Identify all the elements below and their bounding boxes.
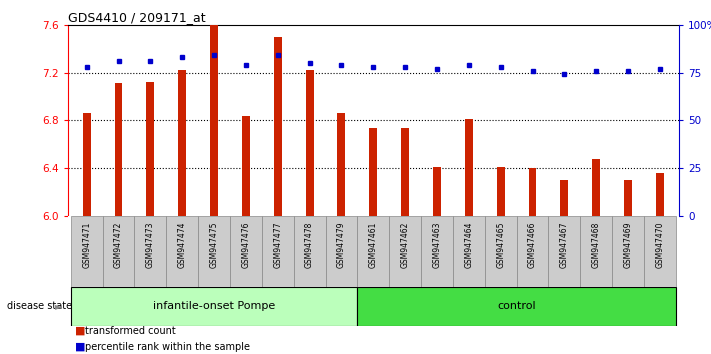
Text: GSM947472: GSM947472: [114, 222, 123, 268]
Bar: [70, 287, 358, 326]
Bar: [326, 216, 358, 287]
Bar: [210, 25, 218, 216]
Bar: [433, 167, 441, 216]
Text: GSM947475: GSM947475: [210, 222, 218, 268]
Text: GSM947476: GSM947476: [242, 222, 250, 268]
Bar: [358, 287, 676, 326]
Text: transformed count: transformed count: [85, 326, 176, 336]
Text: control: control: [497, 301, 536, 311]
Bar: [70, 216, 102, 287]
Text: GSM947477: GSM947477: [273, 222, 282, 268]
Bar: [497, 167, 505, 216]
Bar: [421, 216, 453, 287]
Bar: [465, 119, 473, 216]
Bar: [230, 216, 262, 287]
Bar: [528, 168, 537, 216]
Bar: [242, 115, 250, 216]
Bar: [389, 216, 421, 287]
Text: ►: ►: [55, 301, 63, 311]
Bar: [274, 37, 282, 216]
Text: infantile-onset Pompe: infantile-onset Pompe: [153, 301, 275, 311]
Text: GSM947468: GSM947468: [592, 222, 601, 268]
Text: GSM947479: GSM947479: [337, 222, 346, 268]
Bar: [178, 70, 186, 216]
Text: percentile rank within the sample: percentile rank within the sample: [85, 342, 250, 352]
Text: GSM947463: GSM947463: [432, 222, 442, 268]
Bar: [369, 127, 378, 216]
Bar: [485, 216, 517, 287]
Text: GSM947461: GSM947461: [369, 222, 378, 268]
Bar: [166, 216, 198, 287]
Text: GSM947470: GSM947470: [656, 222, 664, 268]
Bar: [656, 173, 664, 216]
Bar: [644, 216, 676, 287]
Bar: [592, 159, 600, 216]
Text: ■: ■: [75, 326, 85, 336]
Bar: [560, 180, 568, 216]
Bar: [146, 82, 154, 216]
Bar: [358, 216, 389, 287]
Bar: [102, 216, 134, 287]
Bar: [198, 216, 230, 287]
Text: GSM947469: GSM947469: [624, 222, 633, 268]
Bar: [134, 216, 166, 287]
Bar: [624, 180, 632, 216]
Bar: [338, 113, 346, 216]
Bar: [401, 127, 409, 216]
Bar: [517, 216, 548, 287]
Bar: [114, 83, 122, 216]
Text: GSM947478: GSM947478: [305, 222, 314, 268]
Bar: [262, 216, 294, 287]
Bar: [453, 216, 485, 287]
Text: GSM947464: GSM947464: [464, 222, 474, 268]
Text: disease state: disease state: [7, 301, 73, 311]
Text: GDS4410 / 209171_at: GDS4410 / 209171_at: [68, 11, 205, 24]
Text: GSM947466: GSM947466: [528, 222, 537, 268]
Bar: [294, 216, 326, 287]
Text: GSM947473: GSM947473: [146, 222, 155, 268]
Text: GSM947465: GSM947465: [496, 222, 505, 268]
Text: GSM947467: GSM947467: [560, 222, 569, 268]
Bar: [306, 70, 314, 216]
Bar: [82, 113, 90, 216]
Bar: [548, 216, 580, 287]
Text: GSM947474: GSM947474: [178, 222, 187, 268]
Text: GSM947462: GSM947462: [400, 222, 410, 268]
Bar: [580, 216, 612, 287]
Bar: [612, 216, 644, 287]
Text: GSM947471: GSM947471: [82, 222, 91, 268]
Text: ■: ■: [75, 342, 85, 352]
